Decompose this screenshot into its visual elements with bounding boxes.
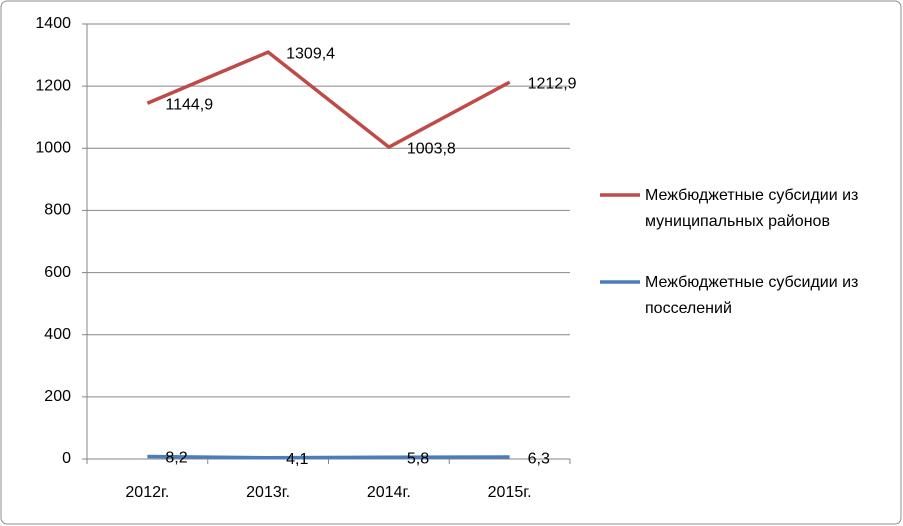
data-label: 1144,9 (165, 96, 213, 113)
legend-label: Межбюджетные субсидии из посселений (645, 274, 859, 317)
data-label: 1212,9 (528, 75, 577, 92)
y-tick-label: 800 (44, 202, 71, 219)
x-tick-label: 2013г. (246, 484, 290, 501)
data-label: 1003,8 (407, 140, 456, 157)
data-label: 4,1 (286, 451, 308, 468)
x-tick-label: 2015г. (488, 484, 532, 501)
x-tick-label: 2012г. (125, 484, 169, 501)
series-line (146, 50, 511, 150)
series-line (147, 454, 510, 460)
y-tick-label: 400 (44, 326, 71, 343)
y-tick-label: 1400 (35, 15, 71, 32)
data-label: 8,2 (165, 450, 187, 467)
data-label: 6,3 (528, 450, 550, 467)
legend-label: Межбюджетные субсидии из муниципальных р… (645, 187, 859, 230)
y-tick-label: 0 (62, 450, 71, 467)
data-label: 1309,4 (286, 45, 335, 62)
y-tick-label: 1200 (35, 77, 71, 94)
x-tick-label: 2014г. (367, 484, 411, 501)
y-tick-label: 1000 (35, 140, 71, 157)
y-tick-label: 600 (44, 264, 71, 281)
data-label: 5,8 (407, 450, 429, 467)
y-tick-label: 200 (44, 388, 71, 405)
